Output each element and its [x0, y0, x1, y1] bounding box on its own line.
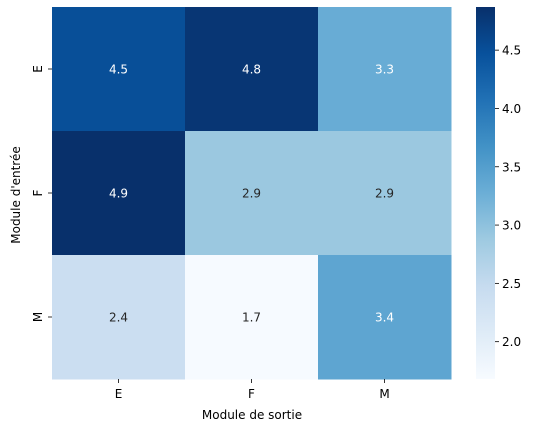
y-tick-label: F	[31, 189, 45, 196]
cell-annotation: 2.9	[242, 187, 261, 201]
colorbar-tick-label: 3.0	[502, 219, 521, 233]
colorbar-gradient	[476, 7, 495, 379]
colorbar-tick-label: 4.5	[502, 44, 521, 58]
cell-annotation: 4.5	[109, 63, 128, 77]
colorbar-tick-label: 4.0	[502, 102, 521, 116]
x-tick-label: M	[379, 387, 389, 401]
cell-annotation: 2.9	[375, 187, 394, 201]
colorbar: 2.0 2.5 3.0 3.5 4.0 4.5	[476, 7, 521, 379]
cell-annotation: 1.7	[242, 311, 261, 325]
colorbar-tick-label: 2.5	[502, 277, 521, 291]
y-tick-label: E	[31, 65, 45, 73]
x-axis-label: Module de sortie	[202, 408, 302, 422]
x-tick-label: F	[248, 387, 255, 401]
y-axis-label: Module d'entrée	[9, 146, 23, 244]
y-axis: E F M	[31, 65, 52, 322]
y-tick-label: M	[31, 312, 45, 322]
cell-annotation: 3.4	[375, 311, 394, 325]
x-tick-label: E	[115, 387, 123, 401]
colorbar-tick-label: 3.5	[502, 160, 521, 174]
cell-annotation: 3.3	[375, 63, 394, 77]
cell-annotation: 2.4	[109, 311, 128, 325]
colorbar-tick-label: 2.0	[502, 335, 521, 349]
cell-annotation: 4.8	[242, 63, 261, 77]
cell-annotation: 4.9	[109, 187, 128, 201]
